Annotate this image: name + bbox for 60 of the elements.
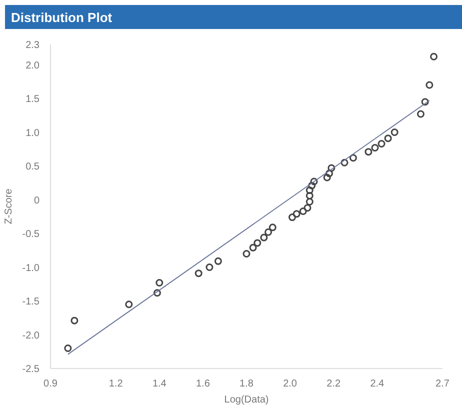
point	[156, 279, 164, 287]
point	[206, 264, 214, 271]
point	[194, 270, 202, 278]
y-axis-title: Z-Score	[3, 188, 14, 224]
point	[264, 228, 272, 236]
x-tick-label: 1.6	[196, 378, 210, 390]
y-tick-label: -1.0	[22, 262, 40, 274]
point	[153, 289, 161, 297]
point	[340, 158, 348, 166]
point	[416, 110, 424, 118]
point	[306, 192, 314, 200]
point	[310, 178, 318, 186]
point	[371, 144, 379, 152]
y-tick-label: 1.0	[26, 128, 40, 139]
point	[292, 210, 300, 218]
point	[349, 154, 357, 162]
point	[242, 250, 250, 258]
point	[304, 204, 312, 212]
y-tick-label: -0.5	[22, 229, 40, 240]
point	[260, 234, 268, 242]
point	[378, 140, 386, 148]
x-tick-label: 1.4	[152, 378, 167, 390]
point	[384, 134, 392, 142]
point	[299, 207, 307, 215]
point	[426, 81, 434, 89]
y-tick-label: -1.5	[22, 296, 40, 308]
y-tick-label: 2.3	[26, 40, 40, 51]
x-tick-label: 2.2	[326, 378, 341, 390]
y-tick-label: 0.5	[26, 162, 40, 172]
y-tick-label: 2.0	[26, 60, 40, 72]
x-tick-label: 2.4	[370, 378, 385, 390]
point	[323, 174, 331, 182]
point	[421, 98, 429, 106]
point	[249, 244, 257, 252]
x-tick-label: 1.8	[240, 378, 254, 390]
x-tick-label: 2.0	[283, 378, 298, 390]
y-tick-label: -2.0	[22, 330, 40, 342]
point	[326, 170, 334, 178]
x-axis-title: Log(Data)	[224, 394, 269, 406]
y-tick-label: -2.5	[22, 364, 40, 375]
point	[364, 148, 372, 156]
point	[306, 186, 314, 194]
point	[390, 128, 398, 136]
point	[306, 198, 314, 206]
x-tick-label: 2.7	[436, 378, 450, 390]
point	[328, 164, 336, 172]
point	[125, 300, 133, 308]
x-tick-label: 1.2	[108, 378, 124, 390]
point	[430, 52, 438, 60]
point	[308, 182, 316, 190]
y-tick-label: 1.5	[26, 94, 40, 105]
point	[214, 257, 222, 265]
point	[64, 344, 72, 352]
point	[70, 316, 78, 324]
point	[268, 224, 276, 232]
chart-title: Distribution Plot	[11, 9, 112, 27]
point	[288, 214, 296, 222]
x-tick-label: 0.9	[44, 378, 58, 390]
y-tick-label: 0	[34, 195, 40, 206]
point	[254, 239, 262, 247]
